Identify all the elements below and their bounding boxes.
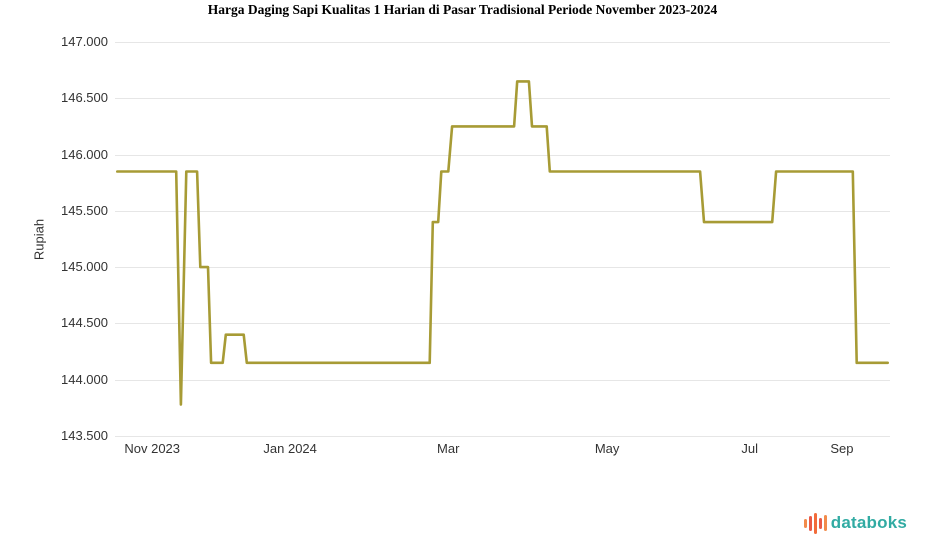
databoks-logo: databoks: [803, 512, 907, 534]
databoks-logo-text: databoks: [830, 513, 907, 532]
logo-bar: [823, 515, 827, 531]
logo-bar: [813, 512, 817, 534]
logo-bar: [818, 517, 822, 529]
y-tick-label: 145.000: [61, 259, 108, 275]
y-tick-label: 147.000: [61, 34, 108, 49]
y-tick-label: 146.000: [61, 146, 108, 162]
y-tick-label: 144.500: [61, 315, 108, 331]
x-tick-label: May: [594, 441, 620, 456]
gridline: [115, 379, 890, 381]
gridline: [115, 323, 890, 325]
x-tick-label: Sep: [830, 441, 854, 456]
y-tick-label: 143.500: [61, 428, 108, 443]
price-line-chart: [115, 80, 890, 406]
gridline: [115, 210, 890, 212]
y-tick-label: 146.500: [61, 90, 108, 106]
logo-bar: [808, 515, 812, 531]
gridline: [115, 436, 890, 437]
y-tick-label: 144.000: [61, 371, 108, 387]
gridline: [115, 98, 890, 100]
y-axis-title: Rupiah: [31, 218, 47, 261]
price-line-series: [115, 80, 890, 406]
gridline: [115, 267, 890, 269]
chart-title: Harga Daging Sapi Kualitas 1 Harian di P…: [207, 2, 718, 17]
databoks-bars-icon: [803, 512, 827, 534]
x-tick-label: Jan 2024: [263, 441, 317, 456]
gridline: [115, 154, 890, 156]
logo-bar: [803, 518, 807, 528]
x-tick-label: Nov 2023: [124, 441, 181, 456]
gridline: [115, 42, 890, 43]
x-tick-label: Jul: [741, 441, 759, 456]
y-tick-label: 145.500: [61, 202, 108, 218]
x-tick-label: Mar: [437, 441, 460, 456]
